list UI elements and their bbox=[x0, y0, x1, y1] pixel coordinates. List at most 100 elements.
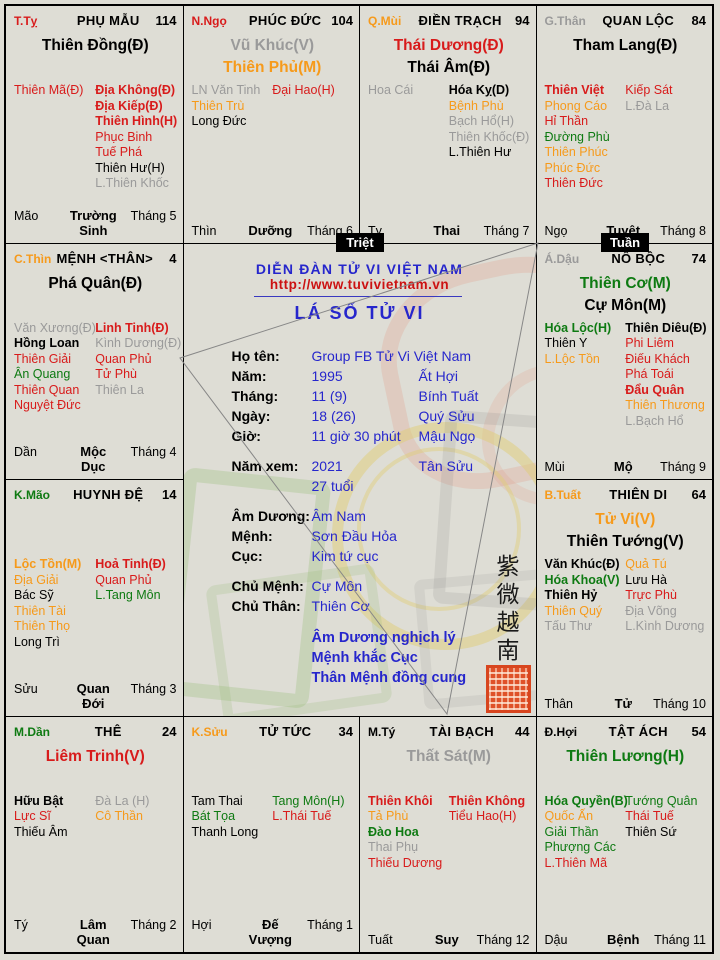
star-label: Thiên Quý bbox=[544, 603, 603, 618]
seal-character: 微 bbox=[496, 582, 520, 608]
palace-tat-ach: Đ.Hợi TẬT ÁCH 54 Thiên Lương(H) Hóa Quyề… bbox=[535, 715, 712, 952]
star-label: Hóa Quyền(B) bbox=[544, 793, 628, 808]
star-label: Hữu Bật bbox=[14, 793, 64, 808]
star-label: Điếu Khách bbox=[625, 351, 690, 366]
star-label: Tiểu Hao(H) bbox=[448, 809, 517, 823]
palace-main-stars: Thiên Đồng(Đ) bbox=[14, 35, 177, 81]
palace-main-stars: Thiên Cơ(M) Cự Môn(M) bbox=[545, 273, 707, 319]
info-extra: Quý Sửu bbox=[418, 407, 475, 424]
star-label: Thiên Trù bbox=[191, 98, 245, 113]
star-label: Thanh Long bbox=[191, 824, 259, 839]
star-label: Thái Dương(Đ) bbox=[393, 37, 504, 54]
palace-lifecycle-stage: Mộc Dục bbox=[80, 444, 107, 474]
star-label: Lộc Tồn(M) bbox=[14, 557, 82, 571]
palace-month: Tháng 1 bbox=[307, 918, 353, 932]
star-label: Đại Hao(H) bbox=[272, 83, 335, 97]
seal-character: 紫 bbox=[496, 554, 520, 580]
palace-title: ĐIỀN TRẠCH bbox=[418, 13, 502, 28]
palace-left-stars: Văn Xương(Đ) Hồng Loan Thiên Giải Ân Quang T… bbox=[14, 320, 96, 414]
palace-canchi-label: Đ.Hợi bbox=[544, 724, 578, 739]
info-label: Ngày: bbox=[231, 407, 271, 424]
destiny-note: Mệnh khắc Cục bbox=[311, 649, 418, 666]
star-label: Hóa Kỵ(D) bbox=[448, 83, 510, 97]
palace-menh-than: C.Thìn MỆNH <THÂN> 4 Phá Quân(Đ) Văn Xươ… bbox=[6, 242, 183, 480]
palace-limit-branch: Thân bbox=[544, 696, 574, 711]
info-value: 18 (26) bbox=[311, 407, 356, 424]
palace-canchi-label: Q.Mùi bbox=[368, 14, 402, 28]
star-label: Thiên Hỷ bbox=[544, 588, 598, 602]
star-label: Hóa Lộc(H) bbox=[544, 320, 612, 335]
palace-month: Tháng 11 bbox=[654, 933, 706, 947]
vertical-seal-text: 紫微越南 bbox=[488, 553, 528, 665]
palace-age-number: 114 bbox=[155, 13, 177, 28]
star-label: Văn Xương(Đ) bbox=[14, 320, 96, 335]
palace-right-stars: Linh Tinh(Đ) Kình Dương(Đ) Quan Phủ Tử Phù T… bbox=[95, 321, 181, 414]
star-label: Kiếp Sát bbox=[625, 83, 673, 97]
star-label: Bát Tọa bbox=[191, 809, 236, 823]
star-label: Phục Binh bbox=[95, 129, 153, 144]
palace-limit-branch: Tý bbox=[14, 918, 28, 932]
star-label: Địa Không(Đ) bbox=[95, 83, 176, 97]
star-label: Lực Sĩ bbox=[14, 809, 51, 823]
star-label: Long Đức bbox=[191, 114, 247, 128]
palace-tai-bach: M.Tý TÀI BẠCH 44 Thất Sát(M) Thiên Khôi T… bbox=[359, 715, 536, 952]
star-label: Đẩu Quân bbox=[625, 382, 685, 397]
palace-main-stars: Thái Dương(Đ) Thái Âm(Đ) bbox=[368, 35, 530, 81]
palace-age-number: 14 bbox=[162, 487, 177, 502]
star-label: Thiên Hình(H) bbox=[95, 114, 178, 128]
palace-left-stars: Thiên Khôi Tả Phù Đào Hoa Thai Phụ Thiếu Dươ… bbox=[368, 794, 449, 872]
star-label: Thiếu Dương bbox=[368, 855, 443, 870]
board: DIỄN ĐÀN TỬ VI VIỆT NAM http://www.tuviv… bbox=[4, 4, 714, 954]
palace-tu-tuc: K.Sửu TỬ TỨC 34 Tam Thai Bát Tọa Thanh Lon… bbox=[182, 715, 359, 952]
red-seal-stamp bbox=[486, 665, 531, 713]
palace-main-stars: Phá Quân(Đ) bbox=[14, 273, 177, 319]
star-label: Bệnh Phù bbox=[448, 98, 504, 113]
star-label: L.Bạch Hổ bbox=[625, 413, 684, 428]
birth-info-list: Họ tên: Group FB Tử Vi Việt Nam Năm: 1995 Ất… bbox=[184, 346, 536, 616]
star-label: Tham Lang(Đ) bbox=[573, 37, 678, 54]
palace-age-number: 44 bbox=[515, 723, 530, 739]
star-label: L.Đà La bbox=[625, 98, 670, 113]
star-label: Thiên Khốc(Đ) bbox=[448, 129, 530, 144]
palace-canchi-label: C.Thìn bbox=[14, 251, 52, 266]
star-label: Quốc Ấn bbox=[544, 809, 594, 823]
birth-info-row: Cục: Kim tứ cục bbox=[184, 546, 536, 566]
star-label: Địa Kiếp(Đ) bbox=[95, 98, 163, 113]
palace-left-stars: Tam Thai Bát Tọa Thanh Long bbox=[192, 794, 273, 841]
palace-lifecycle-stage: Mộ bbox=[613, 459, 633, 474]
star-label: Bạch Hổ(H) bbox=[448, 114, 515, 128]
info-extra: Bính Tuất bbox=[418, 387, 479, 404]
palace-phu-mau: T.Tỵ PHỤ MẪU 114 Thiên Đồng(Đ) Thiên Mã(… bbox=[6, 6, 183, 243]
palace-lifecycle-stage: Dưỡng bbox=[248, 222, 293, 238]
palace-right-stars: Tướng Quân Thái Tuế Thiên Sứ bbox=[625, 794, 706, 872]
star-label: Thái Tuế bbox=[625, 809, 674, 823]
palace-age-number: 54 bbox=[691, 723, 706, 739]
palace-canchi-label: N.Ngọ bbox=[191, 14, 227, 28]
site-url-link[interactable]: http://www.tuvivietnam.vn bbox=[269, 276, 450, 292]
palace-left-stars: Thiên Việt Phong Cáo Hỉ Thần Đường Phù Thiên… bbox=[545, 83, 626, 192]
star-label: Hỉ Thần bbox=[544, 114, 589, 128]
seal-character: 南 bbox=[496, 638, 520, 664]
star-label: Thiên Không bbox=[448, 793, 526, 808]
star-label: Thiên Thọ bbox=[14, 619, 71, 633]
star-label: Tử Phù bbox=[95, 367, 137, 381]
info-label: Chủ Thân: bbox=[231, 597, 301, 614]
palace-lifecycle-stage: Thai bbox=[433, 222, 461, 238]
info-extra: Mậu Ngọ bbox=[418, 427, 476, 444]
destiny-notes: Âm Dương nghịch lý Mệnh khắc Cục Thân Mệnh… bbox=[312, 628, 467, 688]
palace-lifecycle-stage: Suy bbox=[434, 932, 459, 947]
palace-month: Tháng 2 bbox=[130, 918, 177, 932]
star-label: Giải Thần bbox=[544, 824, 599, 839]
palace-canchi-label: M.Dần bbox=[14, 724, 50, 739]
palace-month: Tháng 10 bbox=[653, 696, 706, 711]
palace-right-stars: Địa Không(Đ) Địa Kiếp(Đ) Thiên Hình(H) Phục… bbox=[95, 83, 178, 192]
star-label: Thất Sát(M) bbox=[406, 747, 491, 765]
star-label: Thiên Việt bbox=[544, 83, 605, 97]
star-label: Thai Phụ bbox=[368, 840, 419, 854]
palace-limit-branch: Mão bbox=[14, 208, 39, 223]
star-label: Thiên Đức bbox=[544, 176, 603, 190]
info-label: Tháng: bbox=[231, 387, 279, 404]
center-panel: DIỄN ĐÀN TỬ VI VIỆT NAM http://www.tuviv… bbox=[182, 242, 536, 716]
info-value: Group FB Tử Vi Việt Nam bbox=[311, 347, 472, 364]
